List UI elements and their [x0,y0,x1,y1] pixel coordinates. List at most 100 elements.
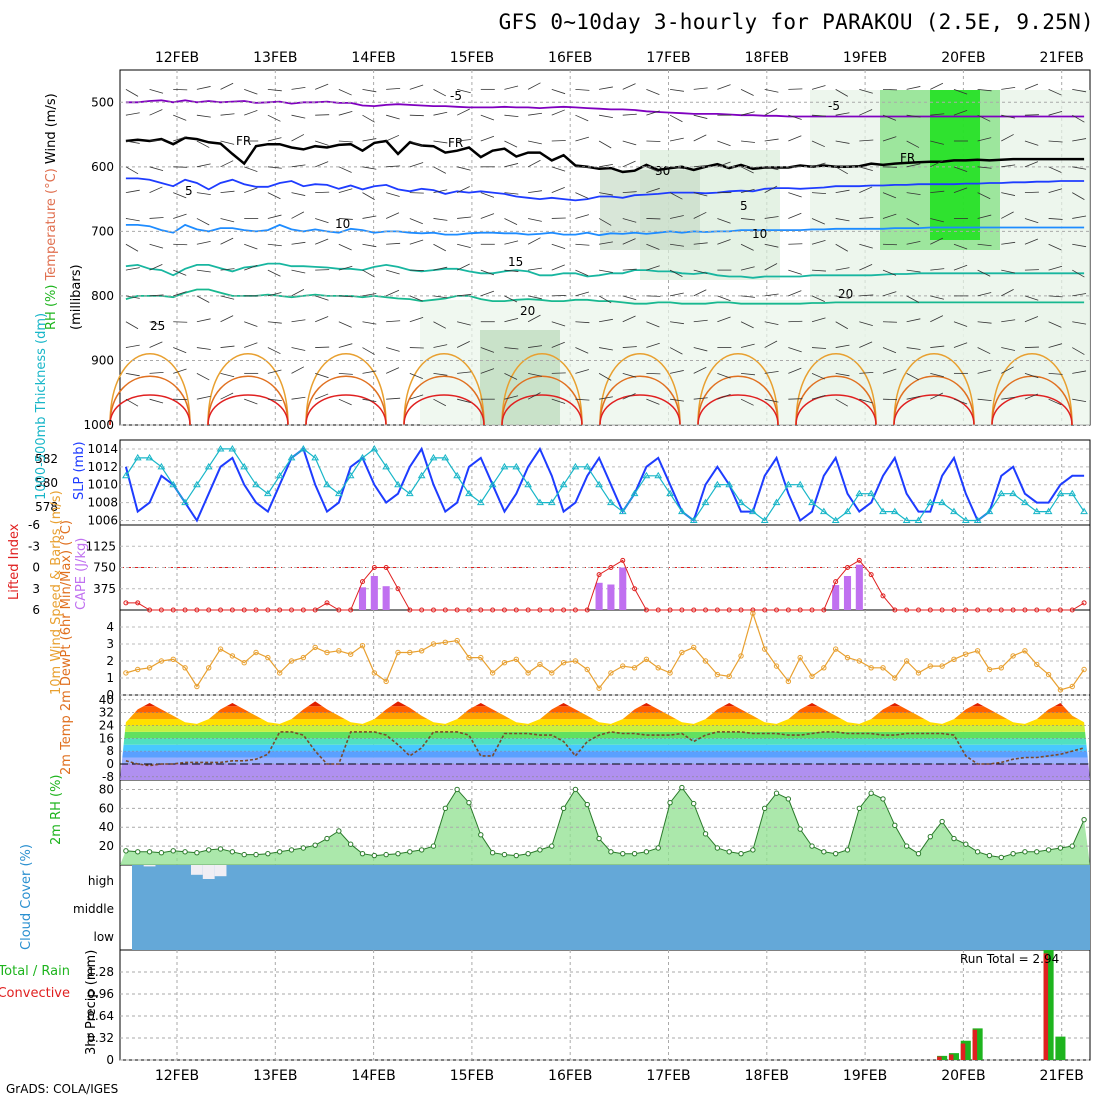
rh-marker [596,835,602,842]
wind-barb [480,368,495,374]
y-tick-label: 900 [91,353,114,367]
wind-barb [575,88,590,91]
wind-barb [504,347,519,350]
wind-barb [1001,366,1014,374]
wind-barb [456,263,470,271]
slp-tick-label: 1006 [87,514,118,528]
wind-barb [1048,218,1063,220]
wind-barb [220,392,234,400]
thickness-marker [973,516,982,524]
wind-speed-marker [336,648,342,654]
thickness-marker [879,507,887,515]
isotherm-loop [599,353,681,426]
isotherm-label: 5 [185,184,193,198]
wind-barb [457,88,471,94]
wind-barb [1072,370,1087,374]
wind-barb [1001,87,1016,90]
wind-speed-marker [773,663,780,669]
wind-barb [977,192,991,200]
wind-barb [267,214,282,219]
wind-barb [433,218,448,221]
wind-barb [504,395,519,400]
wind-barb [1048,398,1062,406]
wind-barb [149,294,164,297]
wind-barb [1048,243,1062,251]
wind-barb [149,166,164,172]
wind-barb [433,189,448,194]
cape-bar [855,564,863,610]
rh-marker [655,845,661,851]
wind-barb [1024,393,1039,400]
rh-marker [620,850,626,857]
wind-barb [622,191,637,194]
wind-barb [244,187,258,194]
wind-barb [504,269,519,272]
temp-band [120,738,1090,745]
isotherm-loop [795,375,877,426]
wind-barb [1001,269,1016,274]
wind-barb [575,214,589,219]
wind-barb [338,321,352,328]
wind-barb [551,398,566,404]
wind-speed-marker [359,643,366,649]
rh-marker [643,849,650,855]
dewpoint-line [125,731,1085,767]
wind-barb [315,393,329,400]
y-label-part: Temperature (°C) [44,164,59,281]
thickness-marker [370,444,379,452]
wind-barb [338,88,352,96]
wind-speed-marker [1010,653,1016,659]
cape-bar [843,576,852,610]
rh-tick-label: 60 [99,801,114,815]
rh-marker [525,850,531,857]
series-thickness [125,448,1085,522]
wind-speed-marker [832,646,839,652]
wind-barb [669,347,683,355]
wind-barb [717,239,731,245]
wind-barb [315,316,329,323]
li-marker [135,600,141,606]
wind-barb [149,243,164,249]
wind-barb [433,266,448,271]
isotherm-label: -5 [450,89,462,103]
wind-barb [1001,134,1014,142]
wind-barb [173,291,187,297]
series-slp [124,446,1085,523]
wind-barb [1048,88,1062,96]
wind-barb [669,114,683,123]
wind-barb [811,269,827,272]
wind-barb [930,315,944,323]
wind-barb [457,216,472,219]
rh-marker [750,847,756,853]
wind-barb [740,343,755,348]
wind-speed-marker [501,660,508,666]
isotherm-label: 10 [752,227,767,241]
wind-barb [764,398,779,403]
isotherm-label: 15 [508,255,523,269]
wind-speed-marker [584,666,590,673]
thickness-marker [346,471,355,479]
thickness-marker [275,471,284,479]
thickness-marker [547,498,556,506]
rh-marker [312,842,318,848]
wind-speed-marker [170,656,176,662]
wind-barb [385,289,400,297]
wind-speed-marker [856,658,863,664]
rh-marker [253,851,259,858]
wind-barb [764,321,779,326]
x-tick-label-bottom: 12FEB [155,1068,199,1084]
wind-barb [220,237,234,245]
li-marker [147,607,153,613]
wind-barb [291,288,305,297]
li-marker [1034,607,1040,613]
li-marker [241,607,247,613]
wind-speed-marker [809,673,815,679]
wind-speed-marker [312,644,318,651]
wind-barb [859,109,873,116]
wind-barb [953,110,968,116]
rh-marker [466,799,472,806]
wind-barb [196,395,211,400]
wind-barb [196,295,210,303]
rh-marker [206,847,212,853]
wind-speed-marker [229,653,236,659]
